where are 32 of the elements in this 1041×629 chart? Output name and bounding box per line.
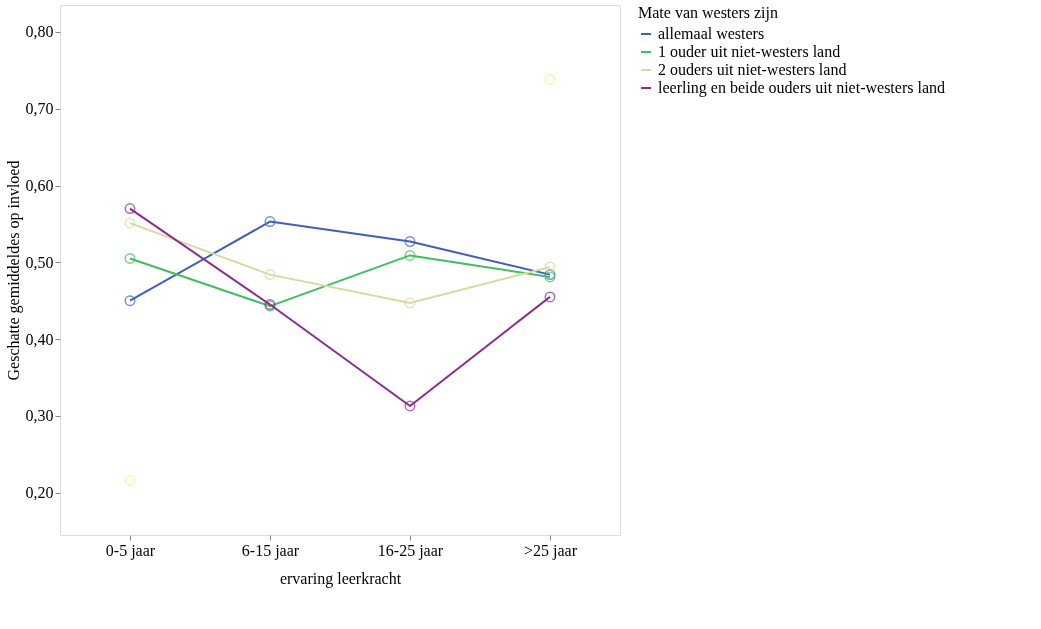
legend-label: allemaal westers	[658, 25, 765, 42]
y-axis-title: Geschatte gemiddeldes op invloed	[4, 160, 23, 381]
point	[124, 474, 136, 486]
point	[124, 203, 136, 215]
x-axis-title: ervaring leerkracht	[279, 569, 402, 588]
point	[124, 252, 136, 264]
y-tick-label: 0,70	[25, 100, 54, 118]
point	[404, 297, 416, 309]
y-tick-label: 0,20	[25, 484, 54, 502]
legend-label: 1 ouder uit niet-westers land	[658, 43, 841, 60]
y-tick-label: 0,50	[25, 253, 54, 271]
point	[124, 217, 136, 229]
point	[544, 74, 556, 85]
point	[544, 261, 556, 273]
y-tick-label: 0,60	[25, 177, 54, 195]
point	[404, 249, 416, 261]
point	[264, 216, 276, 228]
y-tick-label: 0,80	[25, 23, 54, 41]
point	[544, 291, 556, 303]
legend-label: 2 ouders uit niet-westers land	[658, 61, 847, 78]
x-tick-label: 6-15 jaar	[241, 541, 300, 560]
point	[404, 400, 416, 412]
y-tick-label: 0,30	[25, 407, 54, 425]
x-tick-label: 0-5 jaar	[105, 541, 156, 560]
y-tick-label: 0,40	[25, 330, 54, 348]
legend-label: leerling en beide ouders uit niet-westers land	[658, 79, 946, 97]
x-tick-label: >25 jaar	[524, 541, 578, 560]
x-tick-label: 16-25 jaar	[377, 541, 444, 560]
point	[264, 269, 276, 281]
point	[404, 236, 416, 248]
legend-title: Mate van westers zijn	[638, 4, 778, 22]
point	[124, 295, 136, 307]
